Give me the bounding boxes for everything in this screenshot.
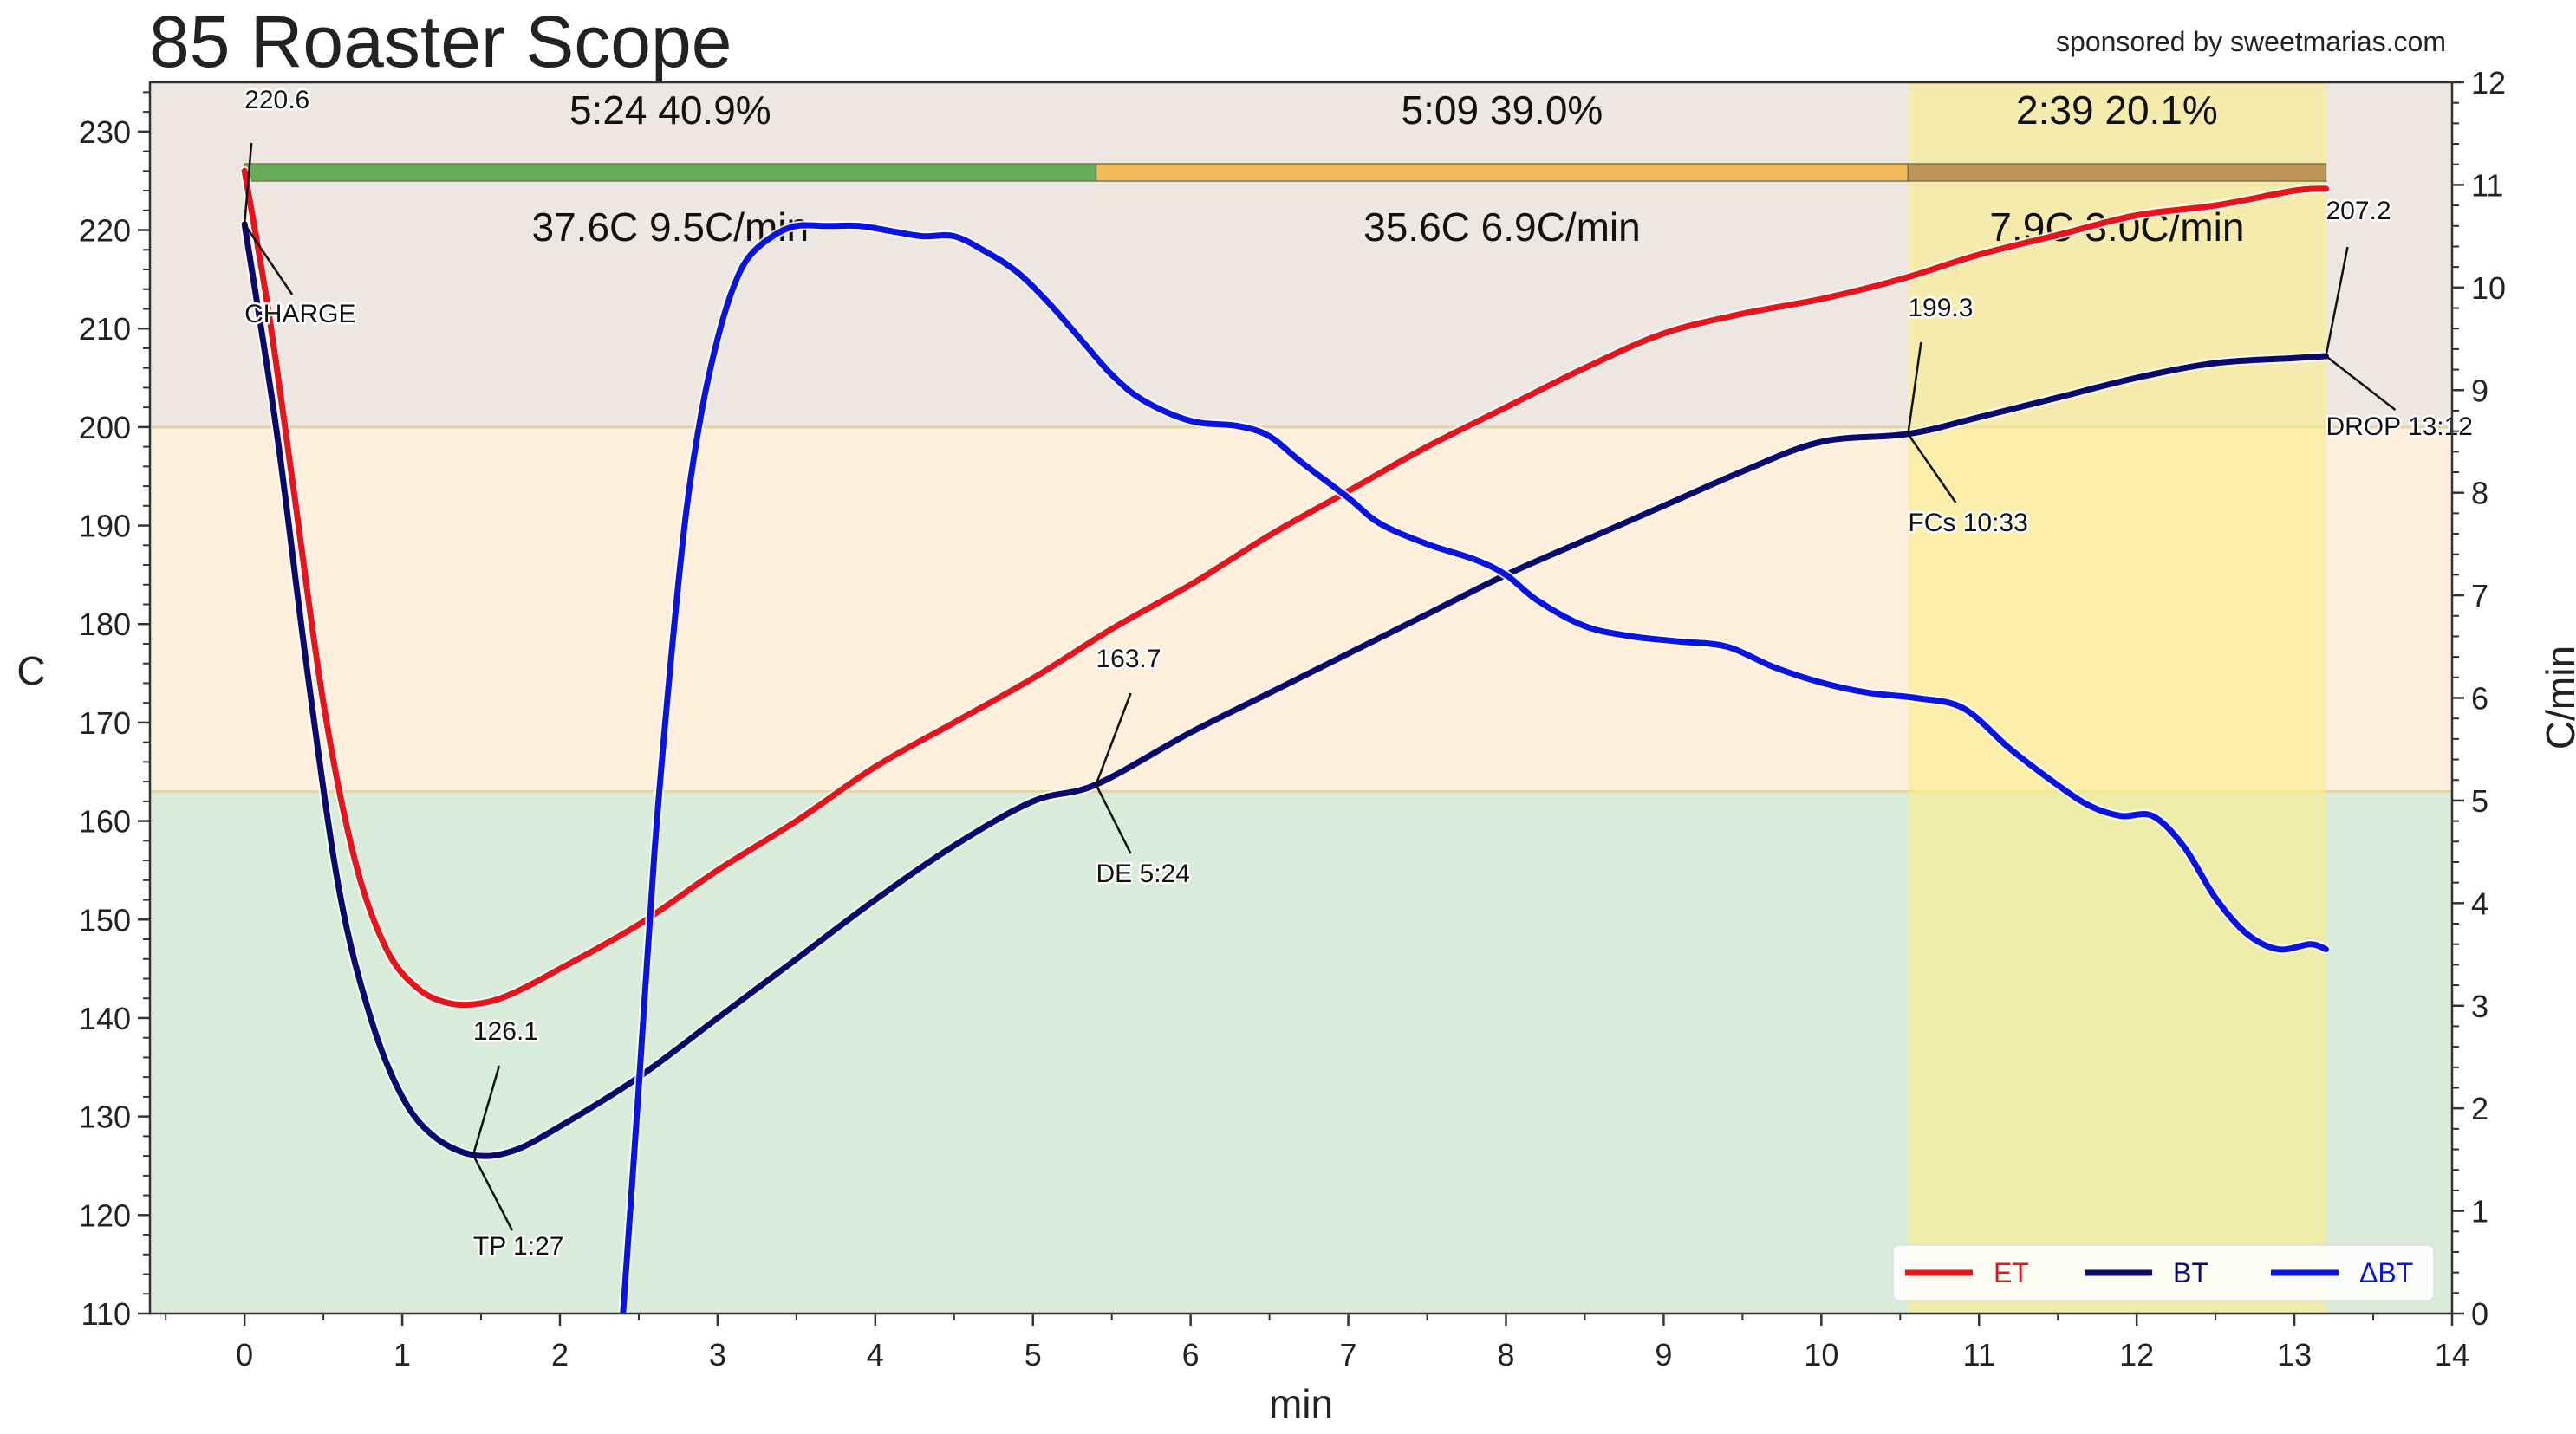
y-tick-label-10: 210 (79, 311, 131, 347)
y-axis-title: C (16, 648, 45, 693)
y2-tick-label-0: 0 (2471, 1296, 2488, 1332)
y2-tick-label-7: 7 (2471, 578, 2488, 613)
event-label-fcs: FCs 10:33 (1908, 509, 2027, 537)
y-tick-label-2: 130 (79, 1100, 131, 1135)
y2-tick-label-2: 2 (2471, 1091, 2488, 1126)
x-tick-label-11: 11 (1963, 1337, 1995, 1372)
phase-time-label-2: 2:39 20.1% (2016, 88, 2218, 133)
x-tick-label-0: 0 (236, 1337, 253, 1372)
event-connector-down-de (1095, 783, 1132, 854)
event-value-drop: 207.2 (2326, 197, 2391, 225)
y-tick-label-4: 150 (79, 902, 131, 938)
x-tick-label-10: 10 (1804, 1337, 1838, 1372)
legend-label-2: ΔBT (2359, 1257, 2413, 1288)
x-tick-label-14: 14 (2435, 1337, 2469, 1372)
legend-label-0: ET (1994, 1257, 2029, 1288)
x-tick-label-8: 8 (1497, 1337, 1514, 1372)
event-label-tp: TP 1:27 (473, 1232, 564, 1261)
event-annotations: 220.6 CHARGE 126.1 TP 1:27 163.7 DE 5:24 199.3… (243, 84, 2475, 1263)
event-label-drop: DROP 13:12 (2326, 412, 2473, 441)
legend-box (1892, 1244, 2435, 1301)
x-tick-label-6: 6 (1182, 1337, 1200, 1372)
y2-tick-label-9: 9 (2471, 373, 2488, 408)
event-value-de: 163.7 (1096, 645, 1161, 673)
y-tick-label-5: 160 (79, 804, 131, 840)
y2-tick-label-3: 3 (2471, 989, 2488, 1024)
y2-tick-label-4: 4 (2471, 886, 2488, 921)
y-tick-label-7: 180 (79, 607, 131, 642)
y2-tick-label-5: 5 (2471, 783, 2488, 819)
x-tick-label-5: 5 (1025, 1337, 1042, 1372)
y2-tick-label-6: 6 (2471, 681, 2488, 717)
chart-title: 85 Roaster Scope (149, 1, 732, 82)
legend-label-1: BT (2173, 1257, 2208, 1288)
event-connector-down-charge (244, 223, 294, 295)
series-line-bt (241, 221, 2329, 1159)
event-connector-down-fcs (1907, 433, 1957, 503)
event-connector-up-charge (243, 142, 253, 224)
x-tick-label-12: 12 (2119, 1337, 2154, 1372)
y-tick-label-11: 220 (79, 213, 131, 249)
series-lines (239, 165, 2331, 1314)
axes: 0 1 2 3 4 5 6 7 8 9 10 11 12 13 1411012013014015016017… (16, 65, 2576, 1426)
x-tick-label-7: 7 (1340, 1337, 1357, 1372)
x-tick-label-2: 2 (551, 1337, 569, 1372)
x-axis-title: min (1269, 1381, 1333, 1426)
event-connector-down-tp (472, 1154, 514, 1231)
phase-bar-2 (1907, 163, 2327, 182)
event-connector-down-drop (2325, 355, 2397, 411)
y-tick-label-9: 200 (79, 410, 131, 445)
x-tick-label-4: 4 (867, 1337, 884, 1372)
y2-tick-label-11: 11 (2471, 167, 2503, 203)
event-label-de: DE 5:24 (1096, 860, 1190, 888)
y-tick-label-6: 170 (79, 705, 131, 741)
event-value-fcs: 199.3 (1908, 294, 1973, 322)
y2-tick-label-1: 1 (2471, 1194, 2488, 1230)
event-label-charge: CHARGE (244, 300, 355, 328)
development-band (1908, 82, 2326, 1314)
phase-bar-1 (1095, 163, 1909, 182)
series-line-et (241, 167, 2329, 1009)
event-connector-up-tp (472, 1065, 501, 1156)
event-connector-up-de (1095, 692, 1132, 785)
phase-bar-0 (244, 163, 1097, 182)
y2-tick-label-8: 8 (2471, 476, 2488, 511)
event-connector-up-fcs (1907, 341, 1922, 435)
y-tick-label-12: 230 (79, 114, 131, 150)
phase-time-label-1: 5:09 39.0% (1402, 88, 1603, 133)
y2-tick-label-12: 12 (2471, 65, 2506, 101)
y2-axis-title: C/min (2538, 646, 2576, 749)
y-tick-label-8: 190 (79, 509, 131, 544)
event-value-tp: 126.1 (473, 1017, 538, 1046)
event-value-charge: 220.6 (244, 86, 309, 114)
legend: ET BT ΔBT (1892, 1244, 2435, 1301)
x-tick-label-1: 1 (394, 1337, 411, 1372)
x-tick-label-13: 13 (2277, 1337, 2312, 1372)
phase-time-label-0: 5:24 40.9% (569, 88, 771, 133)
development-band-rect (1908, 82, 2326, 1314)
phase-temp-label-1: 35.6C 6.9C/min (1363, 204, 1641, 250)
event-connector-up-drop (2325, 246, 2349, 357)
y-tick-label-3: 140 (79, 1001, 131, 1036)
y2-tick-label-10: 10 (2471, 270, 2506, 306)
series-line-bt (620, 222, 2329, 1314)
sponsor-text: sponsored by sweetmarias.com (2056, 26, 2446, 57)
y-tick-label-1: 120 (79, 1197, 131, 1233)
x-tick-label-9: 9 (1655, 1337, 1672, 1372)
x-tick-label-3: 3 (709, 1337, 726, 1372)
y-tick-label-0: 110 (81, 1296, 131, 1332)
